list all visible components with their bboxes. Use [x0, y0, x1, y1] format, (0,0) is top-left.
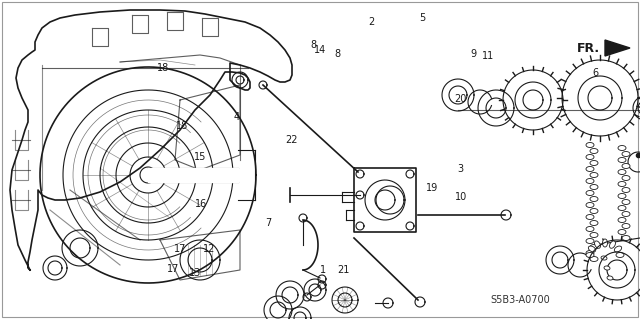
Text: 10: 10 [454, 192, 467, 202]
Ellipse shape [590, 209, 598, 213]
Text: 17: 17 [166, 263, 179, 274]
Text: 12: 12 [203, 244, 216, 254]
Text: 20: 20 [454, 94, 467, 104]
Ellipse shape [622, 152, 630, 157]
Ellipse shape [604, 266, 610, 270]
Text: 19: 19 [426, 183, 438, 193]
Ellipse shape [590, 184, 598, 189]
Text: 9: 9 [470, 48, 477, 59]
Ellipse shape [622, 199, 630, 204]
Text: 7: 7 [266, 218, 272, 228]
Text: 21: 21 [337, 264, 349, 275]
Polygon shape [605, 40, 630, 56]
Ellipse shape [586, 226, 594, 232]
Text: 4: 4 [234, 112, 240, 122]
Ellipse shape [607, 276, 613, 280]
Text: 3: 3 [458, 164, 464, 174]
Ellipse shape [601, 256, 607, 260]
Ellipse shape [586, 143, 594, 147]
Ellipse shape [622, 164, 630, 168]
Ellipse shape [622, 211, 630, 217]
Ellipse shape [618, 145, 626, 151]
Ellipse shape [586, 253, 594, 257]
Ellipse shape [622, 175, 630, 181]
Ellipse shape [622, 188, 630, 192]
Ellipse shape [586, 179, 594, 183]
Text: 6: 6 [592, 68, 598, 78]
Ellipse shape [622, 235, 630, 241]
Ellipse shape [618, 182, 626, 187]
Ellipse shape [590, 233, 598, 238]
Ellipse shape [602, 239, 607, 247]
Text: 1: 1 [320, 264, 326, 275]
Ellipse shape [609, 241, 616, 248]
Text: 17: 17 [174, 244, 187, 255]
Ellipse shape [622, 224, 630, 228]
Ellipse shape [586, 167, 594, 172]
Ellipse shape [586, 214, 594, 219]
Ellipse shape [614, 246, 621, 252]
Ellipse shape [590, 220, 598, 226]
Ellipse shape [590, 256, 598, 262]
Ellipse shape [618, 205, 626, 211]
Text: 16: 16 [195, 199, 207, 209]
Ellipse shape [586, 154, 594, 160]
Text: 22: 22 [285, 135, 298, 145]
Ellipse shape [590, 160, 598, 166]
Text: 13: 13 [189, 268, 202, 278]
Text: 18: 18 [157, 63, 170, 73]
Text: 15: 15 [193, 152, 206, 162]
Text: 2: 2 [368, 17, 374, 27]
Ellipse shape [586, 203, 594, 207]
Text: 11: 11 [481, 51, 494, 61]
Ellipse shape [590, 173, 598, 177]
Ellipse shape [618, 169, 626, 174]
Ellipse shape [618, 218, 626, 222]
Ellipse shape [616, 253, 624, 257]
Ellipse shape [590, 149, 598, 153]
Ellipse shape [618, 194, 626, 198]
Text: S5B3-A0700: S5B3-A0700 [490, 295, 550, 305]
Text: 18: 18 [176, 121, 189, 131]
Ellipse shape [588, 246, 596, 252]
Text: 14: 14 [314, 45, 326, 56]
Ellipse shape [586, 190, 594, 196]
Ellipse shape [595, 241, 600, 248]
Text: 5: 5 [419, 12, 426, 23]
Ellipse shape [590, 244, 598, 249]
Ellipse shape [586, 239, 594, 243]
Ellipse shape [586, 250, 594, 256]
Ellipse shape [590, 197, 598, 202]
Text: 8: 8 [335, 48, 341, 59]
Ellipse shape [618, 229, 626, 234]
Text: FR.: FR. [577, 41, 600, 55]
Ellipse shape [618, 158, 626, 162]
Text: 8: 8 [310, 40, 317, 50]
